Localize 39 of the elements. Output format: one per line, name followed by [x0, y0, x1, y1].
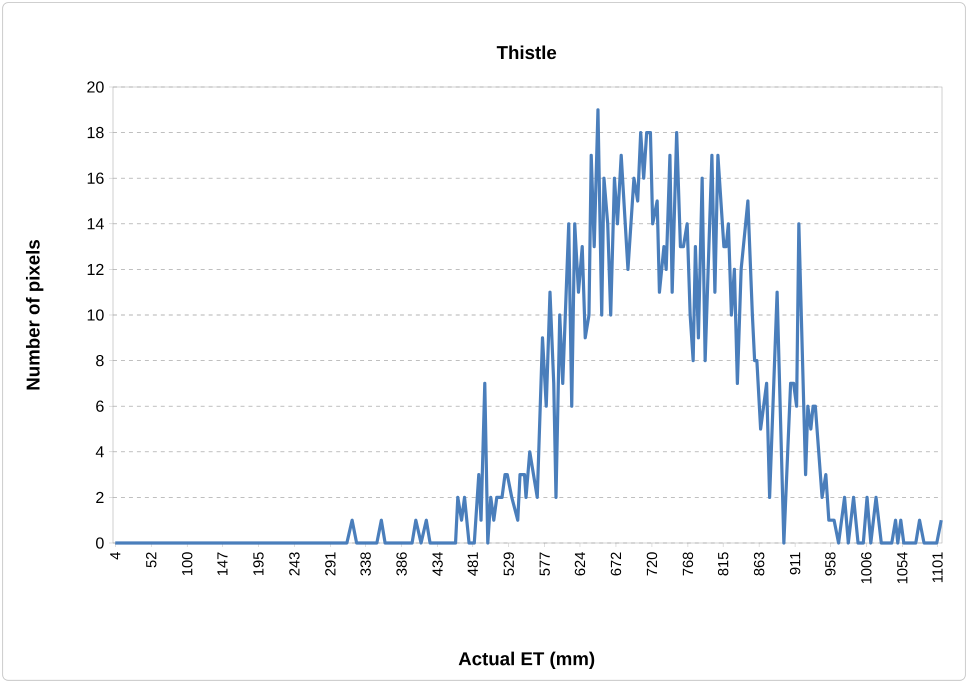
x-axis-title: Actual ET (mm)	[458, 652, 594, 670]
x-tick-label: 386	[396, 552, 407, 576]
y-tick-label: 20	[87, 81, 104, 93]
x-tick-label: 291	[325, 552, 336, 576]
line-series	[114, 108, 943, 545]
y-tick-label: 2	[96, 492, 104, 503]
y-tick-label: 6	[96, 400, 104, 412]
x-tick-label: 243	[289, 552, 300, 576]
y-tick-label: 12	[88, 264, 104, 275]
chart-title: Thistle	[496, 45, 556, 60]
x-tick-label: 100	[182, 552, 192, 576]
x-tick-label: 911	[790, 552, 800, 574]
y-tick-label: 0	[96, 537, 104, 549]
x-tick-label: 720	[646, 552, 658, 576]
y-tick-label: 10	[88, 309, 104, 321]
x-tick-label: 1006	[861, 552, 872, 584]
x-tick-label: 863	[754, 552, 764, 576]
x-tick-label: 815	[718, 552, 728, 576]
x-tick-label: 195	[253, 552, 264, 576]
x-tick-label: 4	[110, 552, 120, 560]
y-tick-label: 16	[88, 172, 104, 184]
y-tick-label: 8	[96, 354, 104, 366]
x-tick-label: 1101	[932, 552, 943, 582]
x-tick-label: 481	[468, 552, 478, 576]
y-tick-label: 14	[88, 218, 104, 230]
x-tick-label: 147	[217, 552, 228, 576]
x-tick-label: 624	[574, 552, 586, 576]
y-tick-label: 18	[88, 126, 104, 138]
x-tick-label: 672	[610, 552, 622, 576]
y-axis-title: Number of pixels	[26, 240, 44, 390]
x-tick-label: 434	[432, 552, 443, 576]
x-tick-label: 529	[504, 552, 514, 576]
x-tick-label: 52	[146, 552, 156, 568]
x-tick-label: 1054	[897, 552, 908, 584]
x-tick-label: 338	[360, 552, 371, 576]
y-tick-label: 4	[96, 446, 104, 458]
x-tick-label: 958	[825, 552, 836, 576]
x-tick-label: 577	[540, 552, 550, 576]
x-tick-label: 768	[682, 552, 694, 576]
